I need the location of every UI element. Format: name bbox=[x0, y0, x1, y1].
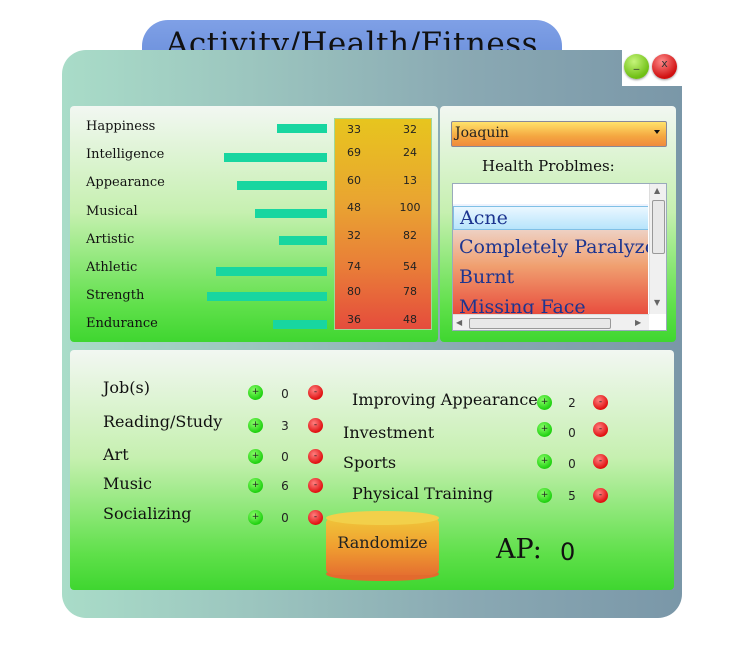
stat-bar bbox=[273, 320, 327, 329]
list-item[interactable]: Acne bbox=[453, 206, 648, 230]
randomize-label: Randomize bbox=[337, 533, 428, 552]
stat-bar bbox=[237, 181, 327, 190]
activity-label-physical-training: Physical Training bbox=[352, 484, 494, 503]
vertical-scroll-thumb[interactable] bbox=[652, 200, 665, 254]
increment-investment-button[interactable]: + bbox=[537, 422, 552, 437]
activity-count-jobs: 0 bbox=[281, 387, 289, 401]
increment-physical-training-button[interactable]: + bbox=[537, 488, 552, 503]
health-problems-title: Health Problmes: bbox=[482, 157, 615, 175]
stat-value-2: 13 bbox=[403, 174, 417, 187]
ap-value: 0 bbox=[560, 538, 576, 566]
vertical-scrollbar[interactable]: ▲ ▼ bbox=[649, 184, 666, 314]
decrement-jobs-button[interactable]: - bbox=[308, 385, 323, 400]
stat-value-2: 82 bbox=[403, 229, 417, 242]
stat-value-2: 48 bbox=[403, 313, 417, 326]
activity-count-physical-training: 5 bbox=[568, 489, 576, 503]
stat-bar bbox=[216, 267, 327, 276]
scroll-up-icon[interactable]: ▲ bbox=[654, 186, 661, 195]
minimize-icon: _ bbox=[633, 57, 640, 70]
activity-label-improving-appearance: Improving Appearance bbox=[352, 390, 538, 409]
minimize-button[interactable]: _ bbox=[624, 54, 649, 79]
list-item[interactable]: Missing Face bbox=[459, 296, 586, 316]
stat-value-1: 36 bbox=[347, 313, 361, 326]
decrement-investment-button[interactable]: - bbox=[593, 422, 608, 437]
close-button[interactable]: x bbox=[652, 54, 677, 79]
decrement-reading-button[interactable]: - bbox=[308, 418, 323, 433]
stat-bar bbox=[224, 153, 327, 162]
activity-label-sports: Sports bbox=[343, 453, 397, 472]
stat-value-2: 54 bbox=[403, 260, 417, 273]
stat-bar bbox=[277, 124, 327, 133]
decrement-physical-training-button[interactable]: - bbox=[593, 488, 608, 503]
stat-value-2: 32 bbox=[403, 123, 417, 136]
stat-value-1: 74 bbox=[347, 260, 361, 273]
activity-count-art: 0 bbox=[281, 450, 289, 464]
stat-label-athletic: Athletic bbox=[86, 260, 138, 275]
list-item[interactable]: Completely Paralyzed bbox=[459, 236, 648, 258]
decrement-sports-button[interactable]: - bbox=[593, 454, 608, 469]
ap-label: AP: bbox=[496, 534, 542, 565]
stat-label-strength: Strength bbox=[86, 288, 145, 303]
stat-value-2: 78 bbox=[403, 285, 417, 298]
activity-label-art: Art bbox=[103, 445, 129, 464]
stat-value-1: 80 bbox=[347, 285, 361, 298]
stat-value-1: 69 bbox=[347, 146, 361, 159]
stat-value-1: 60 bbox=[347, 174, 361, 187]
activity-count-investment: 0 bbox=[568, 426, 576, 440]
stat-bar bbox=[207, 292, 327, 301]
stat-value-2: 24 bbox=[403, 146, 417, 159]
randomize-button[interactable]: Randomize bbox=[326, 511, 439, 581]
character-dropdown[interactable]: Joaquin bbox=[451, 121, 667, 147]
stat-value-1: 48 bbox=[347, 201, 361, 214]
activity-label-socializing: Socializing bbox=[103, 504, 192, 523]
horizontal-scrollbar[interactable]: ◀ ▶ bbox=[453, 314, 649, 330]
activity-count-socializing: 0 bbox=[281, 511, 289, 525]
stat-label-endurance: Endurance bbox=[86, 316, 158, 331]
increment-improving-appearance-button[interactable]: + bbox=[537, 395, 552, 410]
decrement-music-button[interactable]: - bbox=[308, 478, 323, 493]
health-problems-list[interactable]: Acne Completely Paralyzed Burnt Missing … bbox=[452, 183, 667, 331]
stat-label-appearance: Appearance bbox=[86, 175, 165, 190]
activity-label-jobs: Job(s) bbox=[103, 378, 150, 397]
chevron-down-icon bbox=[654, 130, 660, 134]
activity-label-music: Music bbox=[103, 474, 152, 493]
stat-label-artistic: Artistic bbox=[86, 232, 135, 247]
increment-reading-button[interactable]: + bbox=[248, 418, 263, 433]
scroll-left-icon[interactable]: ◀ bbox=[456, 318, 463, 327]
stat-bar bbox=[279, 236, 327, 245]
decrement-art-button[interactable]: - bbox=[308, 449, 323, 464]
stat-label-intelligence: Intelligence bbox=[86, 147, 165, 162]
activity-count-sports: 0 bbox=[568, 457, 576, 471]
decrement-socializing-button[interactable]: - bbox=[308, 510, 323, 525]
horizontal-scroll-thumb[interactable] bbox=[469, 318, 611, 329]
character-selected: Joaquin bbox=[455, 125, 509, 141]
activity-count-reading: 3 bbox=[281, 419, 289, 433]
increment-music-button[interactable]: + bbox=[248, 478, 263, 493]
stat-bar bbox=[255, 209, 327, 218]
close-icon: x bbox=[661, 57, 668, 70]
increment-socializing-button[interactable]: + bbox=[248, 510, 263, 525]
stat-value-1: 33 bbox=[347, 123, 361, 136]
increment-sports-button[interactable]: + bbox=[537, 454, 552, 469]
decrement-improving-appearance-button[interactable]: - bbox=[593, 395, 608, 410]
stat-label-musical: Musical bbox=[86, 204, 138, 219]
activity-count-music: 6 bbox=[281, 479, 289, 493]
list-item[interactable]: Burnt bbox=[459, 266, 515, 288]
increment-art-button[interactable]: + bbox=[248, 449, 263, 464]
activity-label-investment: Investment bbox=[343, 423, 435, 442]
increment-jobs-button[interactable]: + bbox=[248, 385, 263, 400]
stat-label-happiness: Happiness bbox=[86, 119, 156, 134]
activity-label-reading: Reading/Study bbox=[103, 412, 223, 431]
stat-value-1: 32 bbox=[347, 229, 361, 242]
scroll-right-icon[interactable]: ▶ bbox=[635, 318, 642, 327]
activity-count-improving-appearance: 2 bbox=[568, 396, 576, 410]
stat-value-2: 100 bbox=[399, 201, 421, 214]
stat-values-column bbox=[334, 118, 432, 330]
scroll-down-icon[interactable]: ▼ bbox=[654, 298, 661, 307]
